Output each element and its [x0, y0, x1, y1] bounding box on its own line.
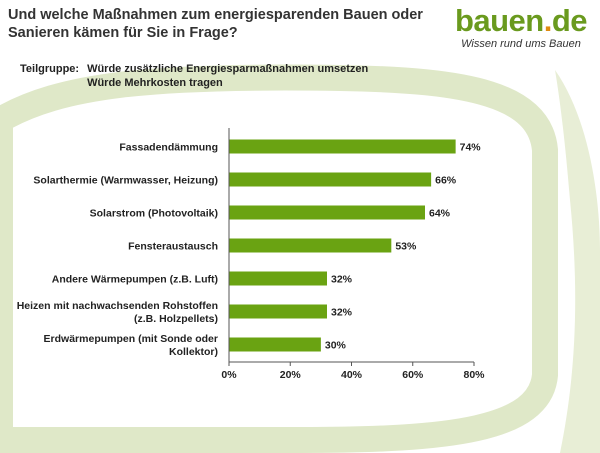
category-label-4: Fensteraustausch [128, 241, 218, 253]
x-tick-label-2: 20% [280, 369, 302, 381]
bar-7 [229, 337, 321, 352]
category-label-1: Fassadendämmung [119, 142, 218, 154]
category-label-3: Solarstrom (Photovoltaik) [90, 208, 218, 220]
logo-tagline: Wissen rund ums Bauen [461, 38, 581, 50]
value-label-1: 74% [460, 142, 482, 154]
logo-tld: de [551, 3, 588, 38]
chart-title: Und welche Maßnahmen zum energiesparende… [8, 7, 423, 41]
logo-wordmark: bauen.de [446, 4, 596, 38]
bar-3 [229, 205, 425, 220]
subgroup-line-1: Würde zusätzliche Energiesparmaßnahmen u… [87, 63, 369, 75]
x-tick-label-4: 60% [402, 369, 424, 381]
logo-dot: . [543, 3, 553, 38]
x-tick-label-5: 80% [463, 369, 485, 381]
subgroup-line-2: Würde Mehrkosten tragen [87, 77, 223, 89]
x-tick-label-3: 40% [341, 369, 363, 381]
subgroup-note: Teilgruppe: Würde zusätzliche Energiespa… [20, 62, 368, 90]
value-label-5: 32% [331, 274, 353, 286]
bar-6 [229, 304, 327, 319]
category-label-2: Solarthermie (Warmwasser, Heizung) [33, 175, 218, 187]
value-label-3: 64% [429, 208, 451, 220]
value-label-7: 30% [325, 340, 347, 352]
subgroup-label: Teilgruppe: [20, 63, 80, 75]
x-tick-label-1: 0% [221, 369, 237, 381]
logo-word: bauen [454, 3, 544, 38]
bar-4 [229, 238, 392, 253]
category-label-6: Heizen mit nachwachsenden Rohstoffen (z.B… [17, 300, 218, 325]
bauen-de-logo: bauen.de Wissen rund ums Bauen [446, 4, 596, 51]
category-label-5: Andere Wärmepumpen (z.B. Luft) [52, 274, 218, 286]
value-label-6: 32% [331, 307, 353, 319]
category-label-7: Erdwärmepumpen (mit Sonde oder Kollektor) [44, 333, 218, 358]
bar-5 [229, 271, 327, 286]
value-label-4: 53% [395, 241, 417, 253]
bar-1 [229, 139, 456, 154]
value-label-2: 66% [435, 175, 457, 187]
bar-2 [229, 172, 432, 187]
